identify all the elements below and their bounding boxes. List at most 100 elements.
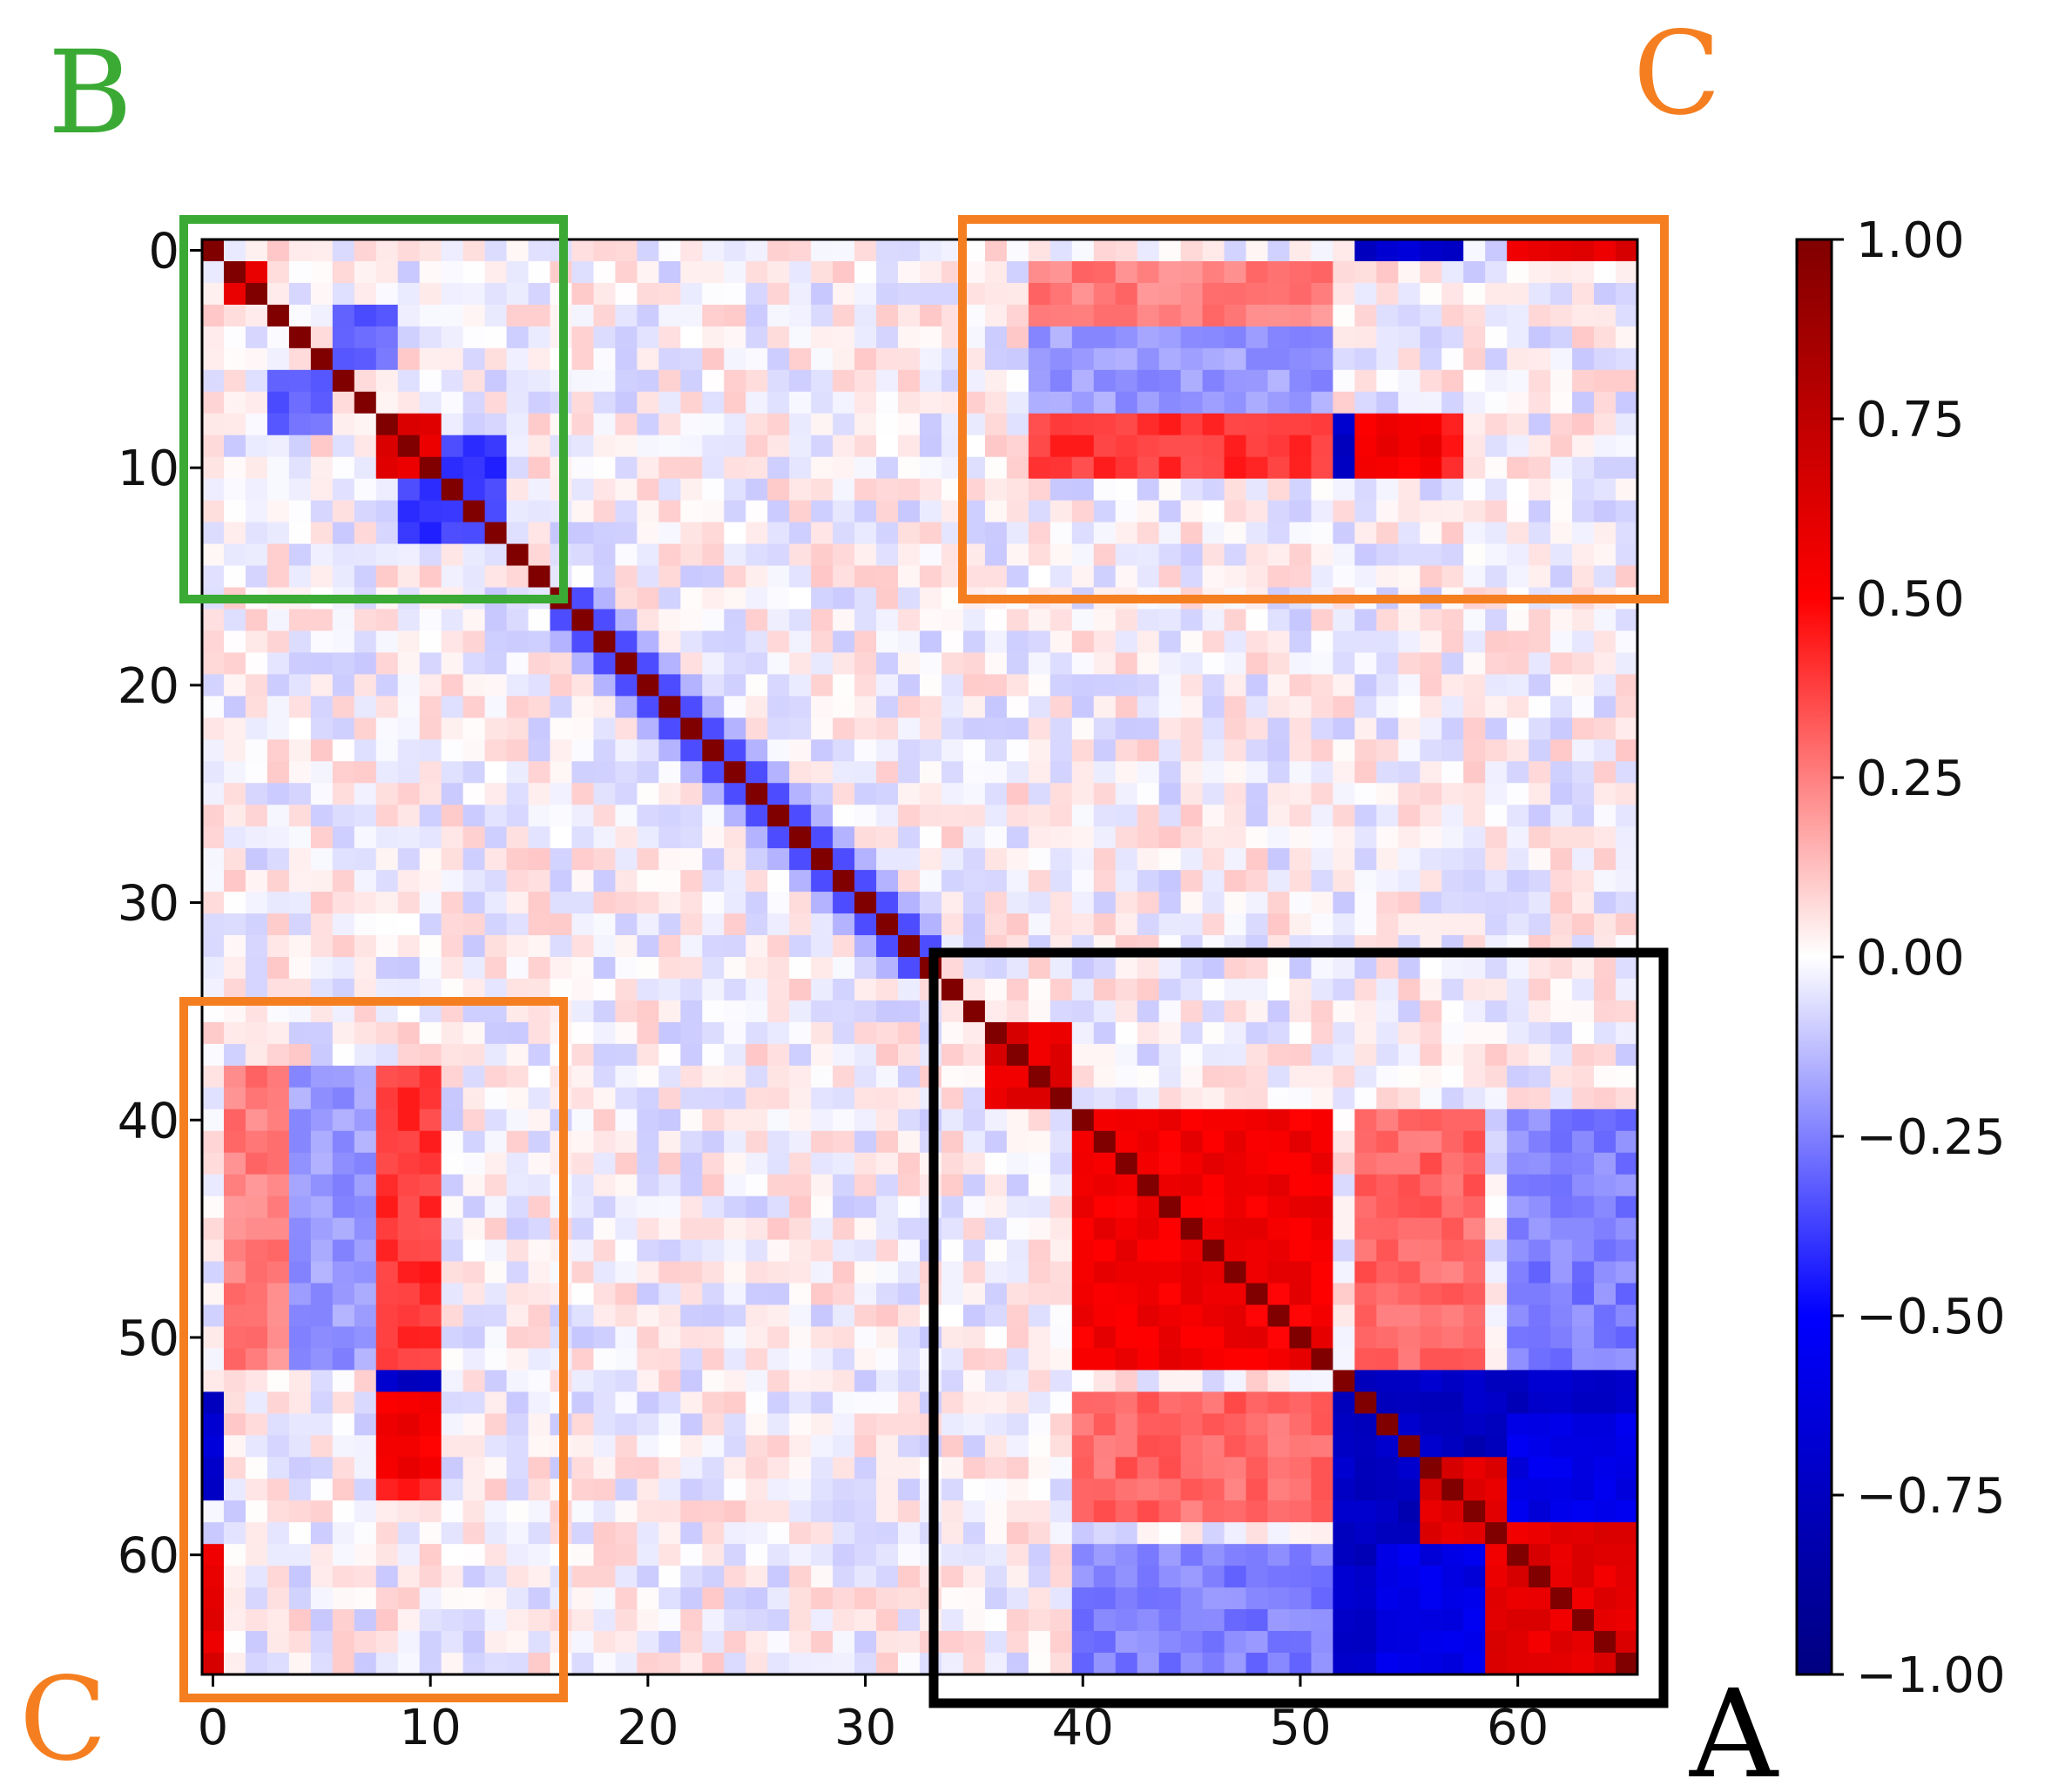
heatmap-cell	[1245, 1304, 1269, 1328]
heatmap-cell	[615, 609, 638, 632]
heatmap-cell	[202, 1043, 225, 1067]
heatmap-cell	[202, 1239, 225, 1263]
heatmap-cell	[375, 1043, 399, 1067]
heatmap-cell	[1071, 1457, 1095, 1479]
heatmap-cell	[1529, 1152, 1551, 1176]
heatmap-cell	[876, 1196, 899, 1219]
heatmap-cell	[724, 1000, 746, 1023]
heatmap-cell	[1202, 239, 1225, 262]
heatmap-cell	[1507, 1609, 1529, 1632]
heatmap-cell	[1463, 630, 1486, 654]
heatmap-cell	[571, 1196, 595, 1219]
heatmap-cell	[528, 1326, 551, 1350]
heatmap-cell	[1289, 239, 1313, 262]
heatmap-cell	[898, 326, 921, 349]
colorbar-tick-label: 0.25	[1856, 751, 1965, 807]
heatmap-cell	[223, 696, 246, 718]
heatmap-cell	[811, 652, 834, 675]
heatmap-cell	[1158, 304, 1182, 327]
heatmap-cell	[833, 1239, 855, 1263]
heatmap-cell	[1202, 282, 1225, 306]
heatmap-cell	[1267, 826, 1291, 849]
heatmap-cell	[724, 478, 746, 502]
heatmap-cell	[1333, 805, 1355, 827]
heatmap-cell	[876, 630, 899, 654]
heatmap-cell	[1463, 1435, 1486, 1458]
heatmap-cell	[593, 1391, 617, 1414]
heatmap-cell	[1550, 1348, 1573, 1371]
heatmap-cell	[1420, 478, 1442, 502]
heatmap-cell	[1049, 870, 1073, 893]
heatmap-cell	[484, 1239, 508, 1263]
heatmap-cell	[332, 543, 355, 567]
heatmap-cell	[1137, 1609, 1160, 1632]
heatmap-cell	[1202, 892, 1225, 914]
heatmap-cell	[397, 565, 421, 589]
heatmap-cell	[1550, 239, 1573, 262]
heatmap-cell	[637, 1261, 659, 1284]
heatmap-cell	[1093, 522, 1117, 545]
heatmap-cell	[1354, 1239, 1377, 1263]
heatmap-cell	[202, 1631, 225, 1654]
heatmap-cell	[593, 413, 617, 436]
heatmap-cell	[876, 1283, 899, 1306]
heatmap-cell	[354, 565, 377, 589]
heatmap-cell	[1376, 1108, 1399, 1132]
heatmap-cell	[962, 1108, 986, 1132]
heatmap-cell	[1354, 413, 1377, 436]
heatmap-cell	[1507, 543, 1529, 567]
heatmap-cell	[637, 260, 659, 284]
heatmap-cell	[528, 1370, 551, 1392]
heatmap-cell	[724, 239, 746, 262]
heatmap-cell	[724, 1479, 746, 1501]
heatmap-cell	[941, 1304, 964, 1328]
heatmap-cell	[637, 500, 659, 523]
heatmap-cell	[571, 260, 595, 284]
heatmap-cell	[898, 1653, 921, 1675]
heatmap-cell	[1071, 1370, 1095, 1392]
heatmap-cell	[223, 304, 246, 327]
heatmap-cell	[680, 282, 703, 306]
heatmap-cell	[354, 1043, 377, 1067]
heatmap-cell	[1441, 1000, 1464, 1023]
heatmap-cell	[811, 1522, 834, 1545]
heatmap-cell	[1049, 260, 1073, 284]
heatmap-cell	[1115, 282, 1138, 306]
heatmap-cell	[1202, 1391, 1225, 1414]
heatmap-cell	[1245, 1152, 1269, 1176]
heatmap-cell	[898, 1479, 921, 1501]
heatmap-cell	[528, 1587, 551, 1610]
heatmap-cell	[1616, 1457, 1638, 1479]
box-c-top-region	[958, 215, 1669, 603]
heatmap-cell	[1071, 761, 1095, 784]
heatmap-cell	[245, 1130, 268, 1154]
heatmap-cell	[1354, 1631, 1377, 1654]
heatmap-cell	[397, 1413, 421, 1436]
heatmap-cell	[724, 1087, 746, 1110]
heatmap-cell	[1137, 1522, 1160, 1545]
heatmap-cell	[375, 935, 399, 958]
heatmap-cell	[1137, 1566, 1160, 1588]
heatmap-cell	[1420, 609, 1442, 632]
heatmap-cell	[1137, 543, 1160, 567]
heatmap-cell	[397, 500, 421, 523]
heatmap-cell	[1354, 609, 1377, 632]
heatmap-cell	[1441, 1348, 1464, 1371]
heatmap-cell	[1529, 1609, 1551, 1632]
heatmap-cell	[267, 522, 290, 545]
heatmap-cell	[724, 1653, 746, 1675]
heatmap-cell	[833, 761, 855, 784]
heatmap-cell	[1028, 282, 1051, 306]
heatmap-cell	[1115, 522, 1138, 545]
heatmap-cell	[1594, 413, 1616, 436]
heatmap-cell	[1137, 1065, 1160, 1088]
heatmap-cell	[1550, 609, 1573, 632]
heatmap-cell	[1333, 913, 1355, 936]
heatmap-cell	[1137, 1108, 1160, 1132]
heatmap-cell	[245, 1261, 268, 1284]
heatmap-cell	[920, 565, 942, 589]
heatmap-cell	[245, 674, 268, 697]
heatmap-cell	[354, 935, 377, 958]
heatmap-cell	[202, 1435, 225, 1458]
heatmap-cell	[1354, 783, 1377, 805]
